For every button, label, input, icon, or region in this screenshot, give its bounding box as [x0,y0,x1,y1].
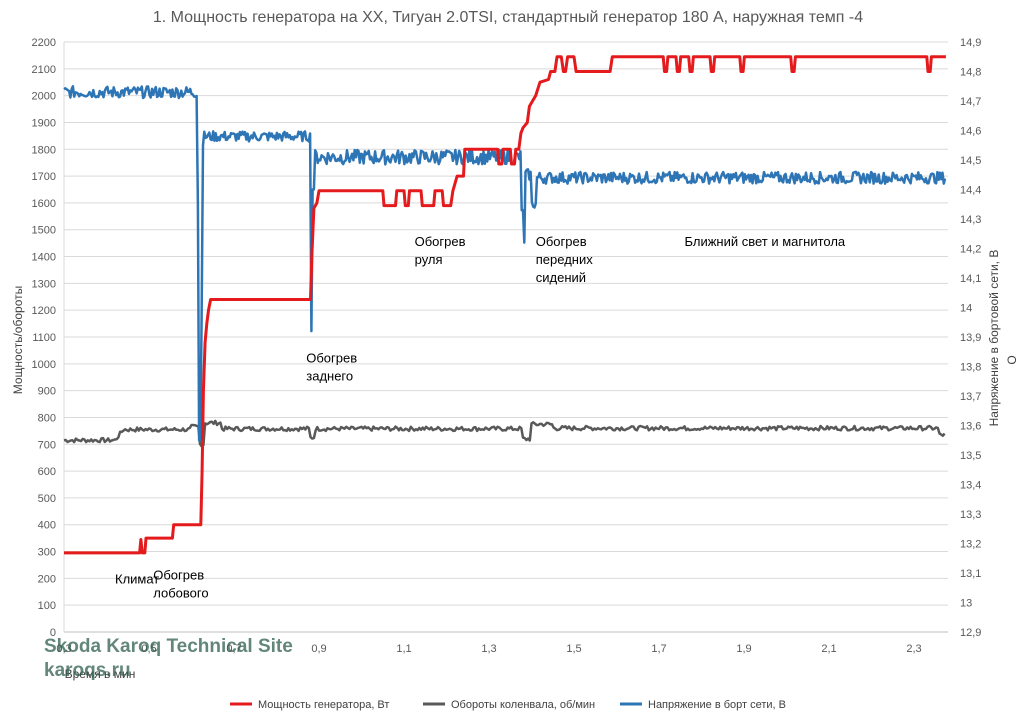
y2-tick-label: 14,8 [960,67,981,79]
y2-tick-label: 13 [960,598,972,610]
annotation-text: передних [536,252,593,267]
y-axis-left-ticks: 0 100 200 300 400 500 600 700 800 900 1000 1100 1200… [32,37,56,639]
series-lines [63,55,947,555]
y-tick-label: 1400 [32,252,56,264]
x-tick-label: 0,7 [226,643,241,655]
annotations: КлиматОбогревлобовогоОбогревзаднегоОбогр… [115,234,846,601]
annotation-text: Обогрев [536,234,587,249]
y-tick-label: 2100 [32,64,56,76]
legend-label-2: Напряжение в борт сети, В [648,699,786,711]
y-tick-label: 2000 [32,91,56,103]
y-axis-right-title-cut: О [1005,355,1016,364]
y-tick-label: 1700 [32,171,56,183]
y2-tick-label: 14,2 [960,244,981,256]
watermark-line2: karoqs.ru [44,660,131,681]
annotation-text: Обогрев [415,234,466,249]
annotation-text: Климат [115,572,159,587]
y2-tick-label: 13,5 [960,450,981,462]
y2-tick-label: 14 [960,303,972,315]
y-tick-label: 200 [38,573,56,585]
x-tick-label: 1,3 [481,643,496,655]
y-tick-label: 1900 [32,117,56,129]
x-tick-label: 0,5 [141,643,156,655]
y-axis-right-ticks: 12,9 13 13,1 13,2 13,3 13,4 13,5 13,6 13,7 13,8 13… [960,37,981,639]
x-tick-label: 2,1 [821,643,836,655]
y-tick-label: 600 [38,466,56,478]
y-tick-label: 1200 [32,305,56,317]
y-tick-label: 900 [38,386,56,398]
x-tick-label: 2,3 [906,643,921,655]
y-tick-label: 1500 [32,225,56,237]
x-tick-label: 1,7 [651,643,666,655]
y-axis-right-title: Напряжение в бортовой сети, В [987,250,1001,427]
annotation-text: сидений [536,270,586,285]
series-line-1 [63,419,946,448]
y2-tick-label: 13,2 [960,539,981,551]
y2-tick-label: 13,8 [960,362,981,374]
legend: Мощность генератора, Вт Обороты коленвала… [230,699,786,711]
chart-title: 1. Мощность генератора на ХХ, Тигуан 2.0… [153,9,863,26]
y2-tick-label: 13,9 [960,332,981,344]
y-tick-label: 1800 [32,144,56,156]
gridlines [63,41,948,633]
y2-tick-label: 14,9 [960,37,981,49]
annotation-text: Обогрев [306,350,357,365]
y2-tick-label: 12,9 [960,627,981,639]
x-tick-label: 1,1 [396,643,411,655]
y2-tick-label: 13,1 [960,568,981,580]
y-tick-label: 500 [38,493,56,505]
y-tick-label: 800 [38,412,56,424]
y-tick-label: 700 [38,439,56,451]
y-tick-label: 400 [38,520,56,532]
x-axis-title: Время в мин [65,667,136,681]
series-line-0 [64,55,946,555]
y-tick-label: 1300 [32,278,56,290]
y-axis-left-title: Мощность/обороты [11,286,25,395]
y-tick-label: 1000 [32,359,56,371]
x-tick-label: 1,5 [566,643,581,655]
y2-tick-label: 14,5 [960,155,981,167]
annotation-text: руля [415,252,443,267]
y2-tick-label: 13,3 [960,509,981,521]
y-tick-label: 1100 [32,332,56,344]
y2-tick-label: 14,7 [960,96,981,108]
annotation-text: Обогрев [153,568,204,583]
annotation-text: Ближний свет и магнитола [685,234,846,249]
y2-tick-label: 13,4 [960,480,981,492]
y-tick-label: 2200 [32,37,56,49]
y2-tick-label: 13,6 [960,421,981,433]
y-tick-label: 0 [50,627,56,639]
series-line-2 [63,85,947,442]
y2-tick-label: 14,3 [960,214,981,226]
y2-tick-label: 14,6 [960,126,981,138]
x-tick-label: 0,9 [311,643,326,655]
watermark-line1: Skoda Karoq Technical Site [44,636,293,657]
y-tick-label: 100 [38,600,56,612]
annotation-text: лобового [153,586,208,601]
legend-label-1: Обороты коленвала, об/мин [451,699,595,711]
x-tick-label: 0,3 [56,643,71,655]
x-axis-ticks: 0,3 0,5 0,7 0,9 1,1 1,3 1,5 1,7 1,9 2,1 2,3 [56,643,921,655]
x-tick-label: 1,9 [736,643,751,655]
y2-tick-label: 13,7 [960,391,981,403]
y2-tick-label: 14,1 [960,273,981,285]
legend-label-0: Мощность генератора, Вт [258,699,389,711]
annotation-text: заднего [306,368,353,383]
y2-tick-label: 14,4 [960,185,981,197]
y-tick-label: 1600 [32,198,56,210]
y-tick-label: 300 [38,547,56,559]
